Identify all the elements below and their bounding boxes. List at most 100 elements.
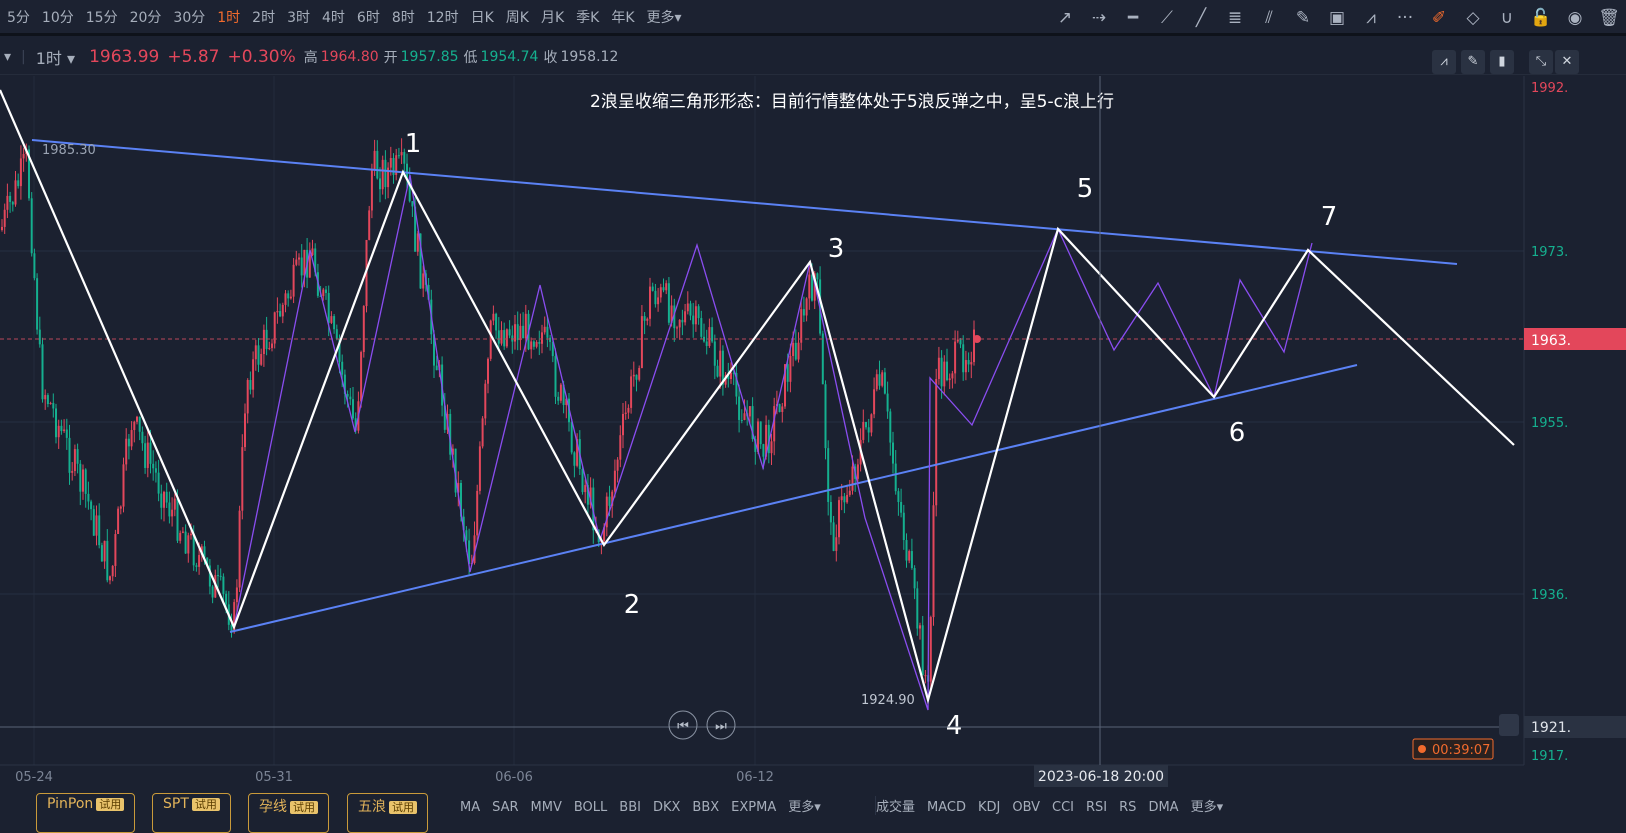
symbol-dropdown[interactable]: ▾ — [4, 48, 12, 65]
period-9[interactable]: 6时 — [356, 9, 380, 26]
candle-body — [881, 372, 884, 386]
period-2[interactable]: 15分 — [85, 9, 118, 26]
unlock-icon[interactable]: 🔓 — [1530, 8, 1552, 28]
image-icon[interactable]: ▣ — [1328, 8, 1346, 28]
more-icon[interactable]: ··· — [1396, 8, 1414, 28]
draw-button[interactable]: ✎ — [1461, 50, 1485, 74]
period-3[interactable]: 20分 — [129, 9, 162, 26]
candle-body — [543, 326, 546, 333]
period-0[interactable]: 5分 — [7, 9, 30, 26]
period-7[interactable]: 3时 — [287, 9, 310, 26]
candle-body — [3, 209, 6, 227]
fan-icon[interactable]: ⫽ — [1265, 8, 1273, 28]
candle-body — [354, 418, 357, 431]
edit-icon[interactable]: ✐ — [1431, 8, 1447, 28]
period-10[interactable]: 8时 — [391, 9, 415, 26]
sub-indicator[interactable]: MACD — [927, 800, 966, 815]
sub-indicator[interactable]: KDJ — [977, 800, 1001, 815]
main-indicator[interactable]: 更多▾ — [788, 800, 821, 815]
main-indicator[interactable]: DKX — [652, 800, 681, 815]
sub-indicator[interactable]: OBV — [1012, 800, 1041, 815]
trash-icon[interactable]: 🗑 — [1598, 8, 1620, 28]
candle-body — [694, 306, 697, 325]
candle-body — [800, 309, 803, 343]
period-dropdown[interactable]: 1时 ▾ — [35, 48, 76, 68]
period-15[interactable]: 季K — [576, 9, 600, 26]
period-12[interactable]: 日K — [470, 9, 494, 26]
sub-wave-line — [233, 174, 1313, 711]
candle-body — [181, 531, 184, 533]
dashed-arrow-icon[interactable]: ⇢ — [1091, 8, 1107, 28]
period-13[interactable]: 周K — [505, 9, 529, 26]
eye-icon[interactable]: ◉ — [1567, 8, 1583, 28]
ray-icon[interactable]: ╱ — [1195, 8, 1207, 28]
candle-body — [241, 447, 244, 511]
sub-indicator[interactable]: CCI — [1052, 800, 1075, 815]
candle-body — [608, 496, 611, 506]
candle-body — [9, 195, 12, 202]
main-indicator[interactable]: MMV — [530, 800, 562, 815]
wave-icon[interactable]: ⩘ — [1366, 8, 1376, 28]
wave-label-7: 7 — [1321, 202, 1338, 232]
fibonacci-icon[interactable]: ≣ — [1227, 8, 1243, 28]
candle-body — [681, 319, 684, 323]
open-label: 开 — [383, 49, 398, 66]
candle-body — [125, 438, 128, 465]
period-6[interactable]: 2时 — [252, 9, 276, 26]
period-4[interactable]: 30分 — [173, 9, 206, 26]
sub-indicator[interactable]: DMA — [1148, 800, 1179, 815]
candle-body — [770, 441, 773, 454]
candle-body — [92, 509, 95, 536]
candle-body — [60, 425, 63, 432]
main-indicator[interactable]: BOLL — [573, 800, 608, 815]
candle-body — [79, 463, 82, 492]
crosshair-time-text: 2023-06-18 20:00 — [1038, 769, 1164, 785]
sub-indicator[interactable]: 更多▾ — [1190, 800, 1224, 815]
magnet-icon[interactable]: ∪ — [1500, 8, 1514, 28]
candle-body — [295, 259, 298, 265]
main-indicator[interactable]: MA — [460, 800, 481, 815]
sub-indicator[interactable]: 成交量 — [876, 800, 916, 815]
period-17[interactable]: 更多▾ — [646, 9, 682, 26]
main-indicator[interactable]: SAR — [492, 800, 519, 815]
candle-body — [921, 625, 924, 676]
main-indicator[interactable]: BBX — [692, 800, 720, 815]
candle-body — [940, 357, 943, 387]
candle-style-button[interactable]: ▮ — [1490, 50, 1514, 74]
candle-body — [217, 575, 219, 577]
sub-indicator[interactable]: RSI — [1086, 800, 1108, 815]
period-1[interactable]: 10分 — [41, 9, 74, 26]
candle-body — [908, 551, 911, 561]
main-indicator[interactable]: EXPMA — [731, 800, 777, 815]
candle-body — [489, 320, 492, 359]
strategy-tag-2[interactable]: 孕线 试用 — [248, 793, 329, 833]
candle-body — [570, 422, 573, 453]
collapse-button[interactable]: ⤡ — [1529, 50, 1553, 74]
candle-body — [281, 304, 284, 317]
close-button[interactable]: ✕ — [1555, 50, 1579, 74]
candle-body — [119, 506, 122, 509]
main-indicator[interactable]: BBI — [619, 800, 641, 815]
strategy-tag-0[interactable]: PinPon 试用 — [36, 793, 136, 833]
arrow-line-icon[interactable]: ↗ — [1057, 8, 1073, 28]
eraser-icon[interactable]: ◇ — [1466, 8, 1480, 28]
candle-body — [586, 485, 589, 505]
period-16[interactable]: 年K — [611, 9, 635, 26]
candle-body — [360, 352, 363, 402]
period-14[interactable]: 月K — [540, 9, 565, 26]
segment-icon[interactable]: ⟋ — [1161, 8, 1173, 28]
period-11[interactable]: 12时 — [426, 9, 459, 26]
sub-indicator[interactable]: RS — [1119, 800, 1137, 815]
indicator-button[interactable]: ⩘ — [1432, 50, 1456, 74]
candle-body — [395, 155, 398, 175]
period-8[interactable]: 4时 — [322, 9, 345, 26]
candle-body — [55, 408, 57, 438]
candle-body — [897, 491, 900, 502]
period-5[interactable]: 1时 — [217, 9, 241, 26]
highlighter-icon[interactable]: ✎ — [1295, 8, 1311, 28]
horizontal-line-icon[interactable]: ━ — [1127, 8, 1139, 28]
strategy-tag-3[interactable]: 五浪 试用 — [347, 793, 428, 833]
strategy-tag-1[interactable]: SPT 试用 — [152, 793, 231, 833]
candle-body — [495, 313, 498, 331]
